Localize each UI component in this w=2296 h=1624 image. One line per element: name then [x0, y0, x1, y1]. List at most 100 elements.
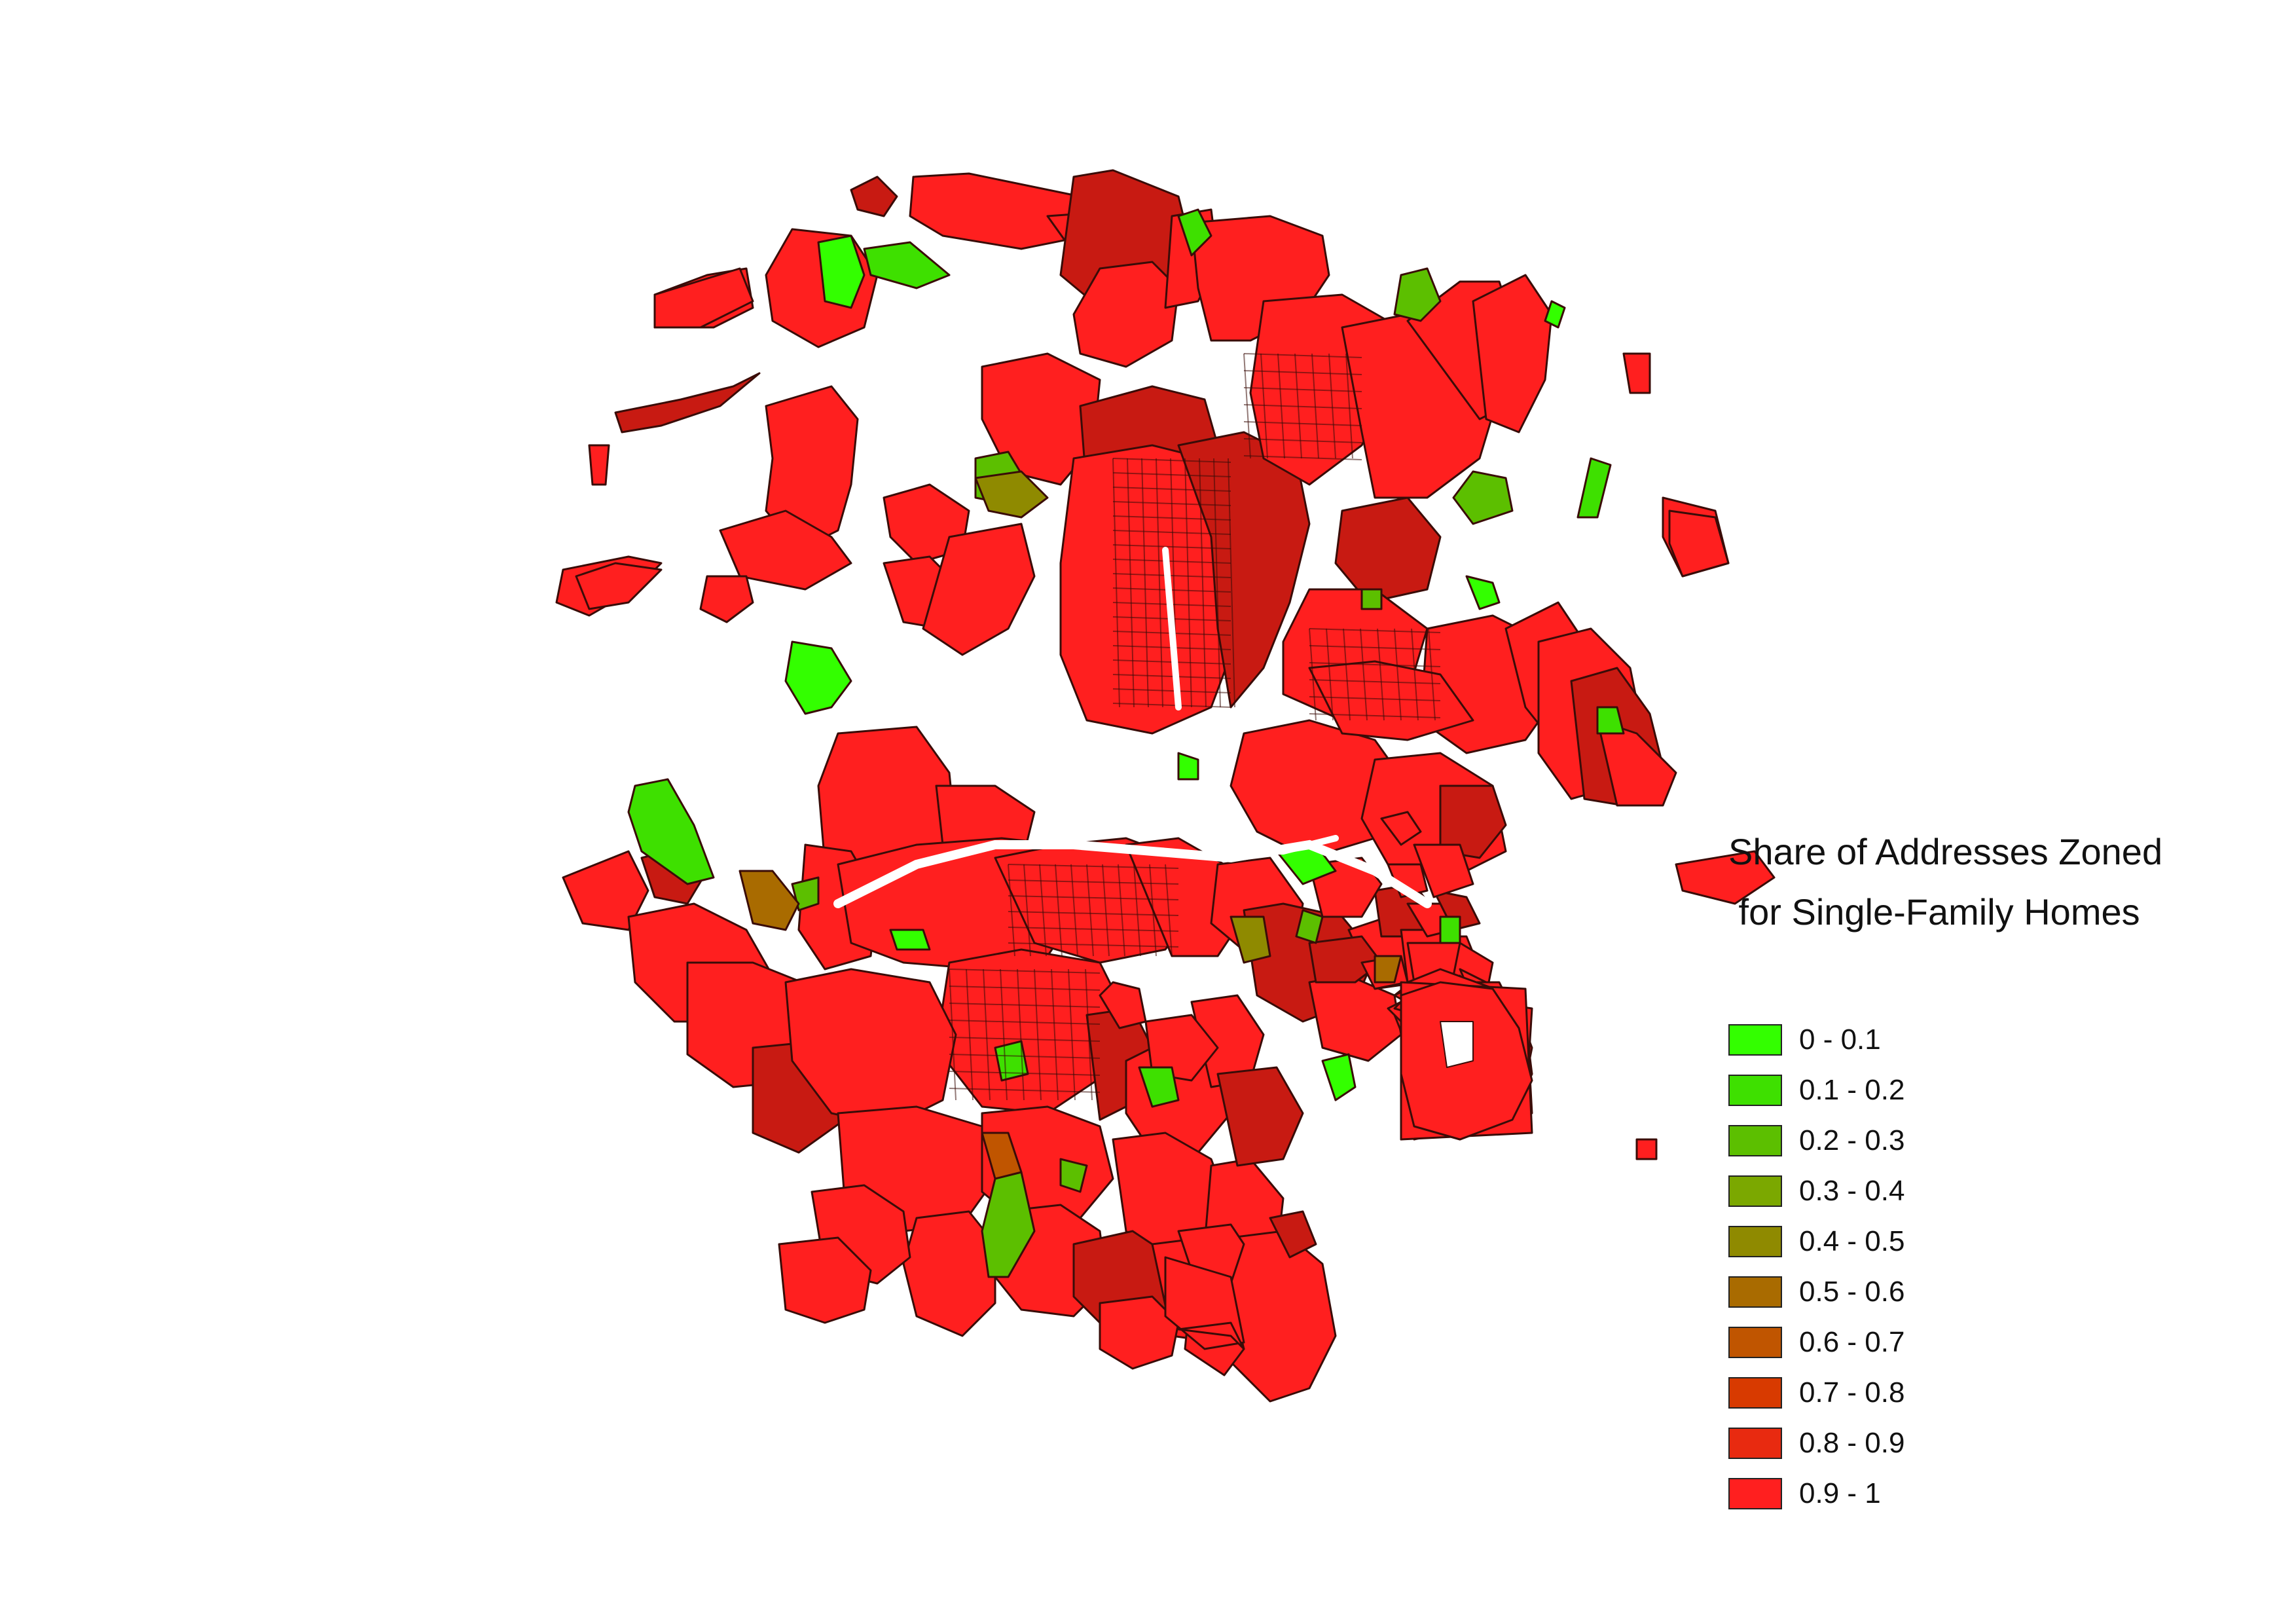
map-region-mid — [981, 1132, 1023, 1180]
parcel-boundary — [1112, 559, 1231, 564]
parcel-boundary — [1023, 864, 1031, 957]
map-region — [922, 523, 1036, 656]
legend-swatch — [1728, 1074, 1782, 1106]
parcel-boundary — [1086, 864, 1094, 957]
legend-item: 0.9 - 1 — [1728, 1468, 2226, 1519]
parcel-boundary — [1127, 458, 1135, 708]
parcel-boundary — [1309, 662, 1441, 667]
map-region-low — [627, 778, 715, 885]
legend-swatch — [1728, 1427, 1782, 1459]
map-region — [1668, 509, 1730, 578]
legend-item: 0 - 0.1 — [1728, 1014, 2226, 1065]
legend-label: 0.8 - 0.9 — [1799, 1426, 1905, 1459]
parcel-boundary — [949, 1003, 1101, 1008]
parcel-boundary — [1377, 628, 1385, 721]
map-region-low — [1177, 208, 1212, 257]
parcel-boundary — [1118, 864, 1125, 957]
parcel-boundary — [1017, 969, 1025, 1101]
legend-title-line2: for Single-Family Homes — [1728, 891, 2140, 932]
parcel-boundary — [1051, 969, 1059, 1101]
legend-label: 0.9 - 1 — [1799, 1477, 1881, 1509]
map-region — [1099, 981, 1147, 1029]
legend-swatch — [1728, 1276, 1782, 1308]
parcel-boundary — [1039, 864, 1047, 957]
map-region-low — [1393, 267, 1442, 322]
map-region-mid — [1374, 955, 1402, 984]
legend-swatch — [1728, 1124, 1782, 1156]
parcel-boundary — [1102, 864, 1110, 957]
parcel-boundary — [1112, 688, 1231, 693]
parcel-boundary — [1008, 879, 1179, 885]
parcel-boundary — [1328, 353, 1336, 459]
parcel-boundary — [1243, 353, 1362, 358]
map-region-low — [889, 929, 931, 951]
parcel-boundary — [1156, 458, 1163, 708]
parcel-boundary — [1112, 573, 1231, 578]
parcel-boundary — [1112, 472, 1231, 477]
parcel-boundary — [1243, 438, 1362, 443]
parcel-boundary — [1000, 969, 1008, 1101]
parcel-boundary — [949, 969, 957, 1101]
parcel-boundary — [949, 1037, 1101, 1042]
map-region-low — [784, 640, 852, 715]
parcel-boundary — [949, 986, 1101, 991]
map-region-low — [1321, 1053, 1357, 1101]
legend-item: 0.7 - 0.8 — [1728, 1367, 2226, 1418]
map-region-mid — [1230, 915, 1271, 964]
map-region-low — [1439, 915, 1461, 944]
map-region — [1439, 784, 1507, 859]
map-region — [1596, 719, 1677, 807]
parcel-boundary — [949, 1020, 1101, 1025]
parcel-boundary — [1394, 628, 1402, 721]
parcel-boundary — [1213, 458, 1221, 708]
parcel-boundary — [983, 969, 991, 1101]
parcel-boundary — [1243, 387, 1362, 392]
road-gap — [1162, 547, 1182, 710]
map-region — [562, 850, 649, 931]
parcel-boundary — [1309, 628, 1441, 633]
map-region — [765, 385, 859, 551]
map-region — [1072, 261, 1180, 368]
legend-title: Share of Addresses Zoned for Single-Fami… — [1728, 822, 2226, 942]
parcel-boundary — [949, 1071, 1101, 1076]
map-region — [699, 575, 754, 623]
map-region-low — [1576, 457, 1612, 519]
map-region — [1380, 811, 1422, 846]
road-gap — [1228, 835, 1339, 855]
map-region — [1177, 1321, 1245, 1350]
parcel-boundary — [1034, 969, 1042, 1101]
parcel-boundary — [1070, 864, 1078, 957]
map-region — [1099, 1295, 1180, 1370]
map-region — [588, 444, 610, 486]
legend-swatch — [1728, 1225, 1782, 1257]
parcel-boundary — [1112, 703, 1231, 708]
parcel-boundary — [1411, 628, 1419, 721]
map-legend: Share of Addresses Zoned for Single-Fami… — [1728, 822, 2226, 1519]
map-region — [1413, 843, 1474, 898]
map-region — [1472, 274, 1553, 434]
legend-item: 0.8 - 0.9 — [1728, 1418, 2226, 1468]
map-region — [575, 562, 663, 610]
parcel-boundary — [1112, 674, 1231, 679]
parcel-boundary — [1008, 895, 1179, 900]
legend-swatch — [1728, 1376, 1782, 1409]
map-region-mid — [974, 470, 1049, 519]
map-region-low — [817, 234, 866, 309]
parcel-boundary — [1309, 713, 1441, 718]
map-region-low — [1465, 575, 1501, 610]
legend-item: 0.2 - 0.3 — [1728, 1115, 2226, 1166]
map-region-low — [1544, 300, 1566, 329]
parcel-boundary — [1228, 458, 1235, 708]
legend-label: 0.7 - 0.8 — [1799, 1376, 1905, 1409]
map-region-low — [1138, 1066, 1180, 1108]
parcel-boundary — [966, 969, 974, 1101]
map-region-low — [1059, 1158, 1088, 1193]
legend-item: 0.1 - 0.2 — [1728, 1065, 2226, 1115]
parcel-boundary — [1309, 679, 1441, 684]
parcel-boundary — [1112, 530, 1231, 535]
map-region-low — [1360, 588, 1383, 610]
map-region — [1334, 496, 1442, 604]
parcel-boundary — [1112, 544, 1231, 549]
legend-label: 0.6 - 0.7 — [1799, 1325, 1905, 1358]
